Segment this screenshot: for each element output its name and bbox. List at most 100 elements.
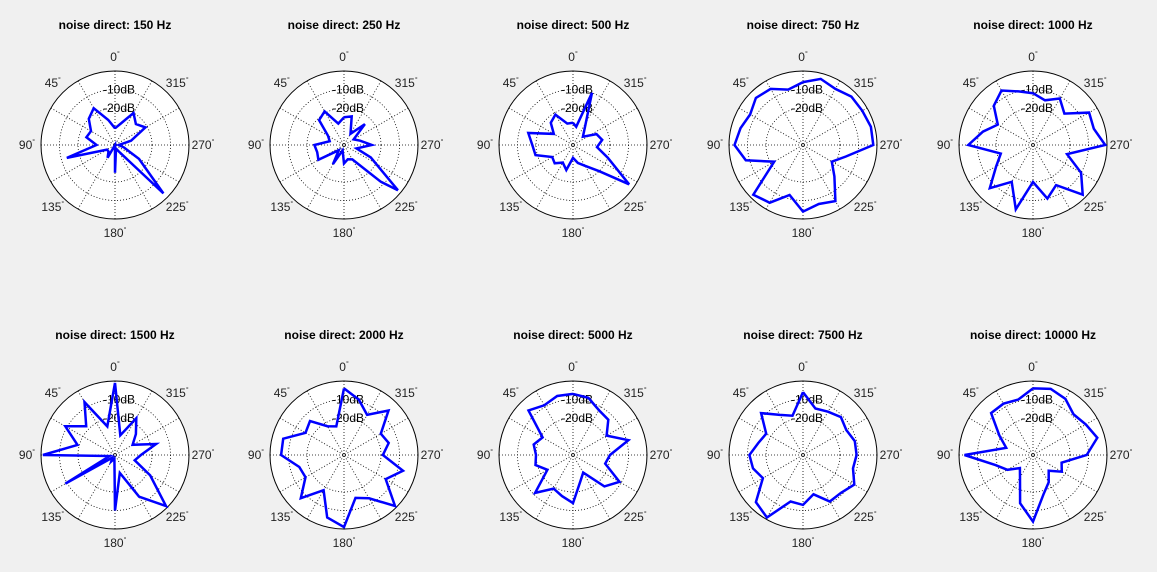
angle-tick-value: 180 xyxy=(104,226,124,240)
angle-tick-label: 45° xyxy=(733,76,749,90)
grid-spoke xyxy=(306,80,382,210)
degree-symbol: ° xyxy=(261,138,264,146)
angle-tick-label: 315° xyxy=(1084,76,1107,90)
degree-symbol: ° xyxy=(644,76,647,84)
angle-tick-value: 315 xyxy=(395,386,415,400)
angle-tick-value: 180 xyxy=(333,226,353,240)
angle-tick-value: 180 xyxy=(333,536,353,550)
polar-chart: noise direct: 2000 Hz-10dB-20dB0°45°90°1… xyxy=(248,328,444,550)
polar-chart: noise direct: 5000 Hz-10dB-20dB0°45°90°1… xyxy=(477,328,673,550)
angle-tick-label: 135° xyxy=(270,200,293,214)
degree-symbol: ° xyxy=(490,138,493,146)
angle-tick-value: 135 xyxy=(959,200,979,214)
r-tick-label: -20dB xyxy=(791,101,823,115)
polar-chart: noise direct: 1500 Hz-10dB-20dB0°45°90°1… xyxy=(19,328,215,550)
angle-tick-value: 180 xyxy=(792,226,812,240)
grid-spoke xyxy=(765,80,841,210)
degree-symbol: ° xyxy=(58,386,61,394)
grid-ring xyxy=(77,417,153,493)
grid-ring xyxy=(288,399,400,511)
angle-tick-value: 270 xyxy=(1110,448,1130,462)
degree-symbol: ° xyxy=(979,200,982,208)
outer-ring xyxy=(40,70,190,220)
chart-title: noise direct: 150 Hz xyxy=(59,18,172,32)
plot-area xyxy=(729,71,877,219)
angle-tick-value: 45 xyxy=(733,76,747,90)
r-tick-label: -10dB xyxy=(103,393,135,407)
degree-symbol: ° xyxy=(346,50,349,58)
chart-title: noise direct: 500 Hz xyxy=(517,18,630,32)
angle-tick-label: 0° xyxy=(568,50,578,64)
plot-area xyxy=(41,381,189,529)
chart-title: noise direct: 1000 Hz xyxy=(973,18,1092,32)
angle-tick-label: 270° xyxy=(880,448,903,462)
angle-tick-value: 225 xyxy=(1084,510,1104,524)
angle-tick-value: 45 xyxy=(503,76,517,90)
angle-tick-label: 225° xyxy=(395,200,418,214)
angle-tick-value: 315 xyxy=(624,76,644,90)
angle-tick-label: 90° xyxy=(19,138,35,152)
angle-tick-label: 315° xyxy=(624,386,647,400)
grid-spoke xyxy=(77,80,153,210)
grid-spoke xyxy=(508,107,638,183)
angle-tick-label: 45° xyxy=(45,386,61,400)
angle-tick-value: 90 xyxy=(937,138,951,152)
angle-tick-label: 0° xyxy=(568,360,578,374)
chart-title: noise direct: 10000 Hz xyxy=(970,328,1096,342)
grid-spoke xyxy=(508,107,638,183)
angle-tick-label: 0° xyxy=(798,50,808,64)
degree-symbol: ° xyxy=(212,138,215,146)
angle-tick-value: 90 xyxy=(477,448,491,462)
angle-tick-label: 135° xyxy=(499,510,522,524)
grid-spoke xyxy=(738,107,868,183)
degree-symbol: ° xyxy=(976,386,979,394)
degree-symbol: ° xyxy=(1130,448,1133,456)
angle-tick-label: 135° xyxy=(959,510,982,524)
angle-tick-label: 90° xyxy=(477,448,493,462)
degree-symbol: ° xyxy=(61,200,64,208)
angle-tick-value: 45 xyxy=(963,386,977,400)
angle-tick-label: 270° xyxy=(192,448,215,462)
angle-tick-value: 270 xyxy=(192,138,212,152)
angle-tick-value: 90 xyxy=(19,138,33,152)
grid-spoke xyxy=(77,80,153,210)
angle-tick-value: 270 xyxy=(1110,138,1130,152)
degree-symbol: ° xyxy=(1104,200,1107,208)
degree-symbol: ° xyxy=(1042,226,1045,234)
plot-area xyxy=(959,71,1107,219)
r-tick-label: -10dB xyxy=(791,83,823,97)
chart-title: noise direct: 1500 Hz xyxy=(55,328,174,342)
angle-tick-label: 180° xyxy=(333,536,356,550)
angle-tick-value: 270 xyxy=(880,448,900,462)
angle-tick-label: 270° xyxy=(880,138,903,152)
grid-spoke xyxy=(50,107,180,183)
angle-tick-value: 90 xyxy=(937,448,951,462)
degree-symbol: ° xyxy=(874,510,877,518)
chart-title: noise direct: 5000 Hz xyxy=(513,328,632,342)
degree-symbol: ° xyxy=(1035,360,1038,368)
angle-tick-label: 270° xyxy=(1110,138,1133,152)
degree-symbol: ° xyxy=(874,200,877,208)
angle-tick-label: 0° xyxy=(1028,50,1038,64)
angle-tick-label: 45° xyxy=(733,386,749,400)
angle-tick-label: 135° xyxy=(959,200,982,214)
polar-chart: noise direct: 750 Hz-10dB-20dB0°45°90°13… xyxy=(707,18,903,240)
angle-tick-value: 45 xyxy=(45,76,59,90)
angle-tick-value: 0 xyxy=(568,50,575,64)
angle-tick-value: 315 xyxy=(166,76,186,90)
degree-symbol: ° xyxy=(746,76,749,84)
angle-tick-label: 90° xyxy=(477,138,493,152)
polar-chart: noise direct: 10000 Hz-10dB-20dB0°45°90°… xyxy=(937,328,1133,550)
angle-tick-value: 270 xyxy=(650,138,670,152)
degree-symbol: ° xyxy=(582,226,585,234)
angle-tick-label: 225° xyxy=(624,510,647,524)
angle-tick-label: 45° xyxy=(963,386,979,400)
degree-symbol: ° xyxy=(519,200,522,208)
angle-tick-value: 315 xyxy=(395,76,415,90)
angle-tick-value: 45 xyxy=(733,386,747,400)
angle-tick-value: 0 xyxy=(1028,50,1035,64)
grid-spoke xyxy=(508,417,638,493)
angle-tick-label: 315° xyxy=(395,386,418,400)
degree-symbol: ° xyxy=(900,138,903,146)
angle-tick-label: 180° xyxy=(104,536,127,550)
